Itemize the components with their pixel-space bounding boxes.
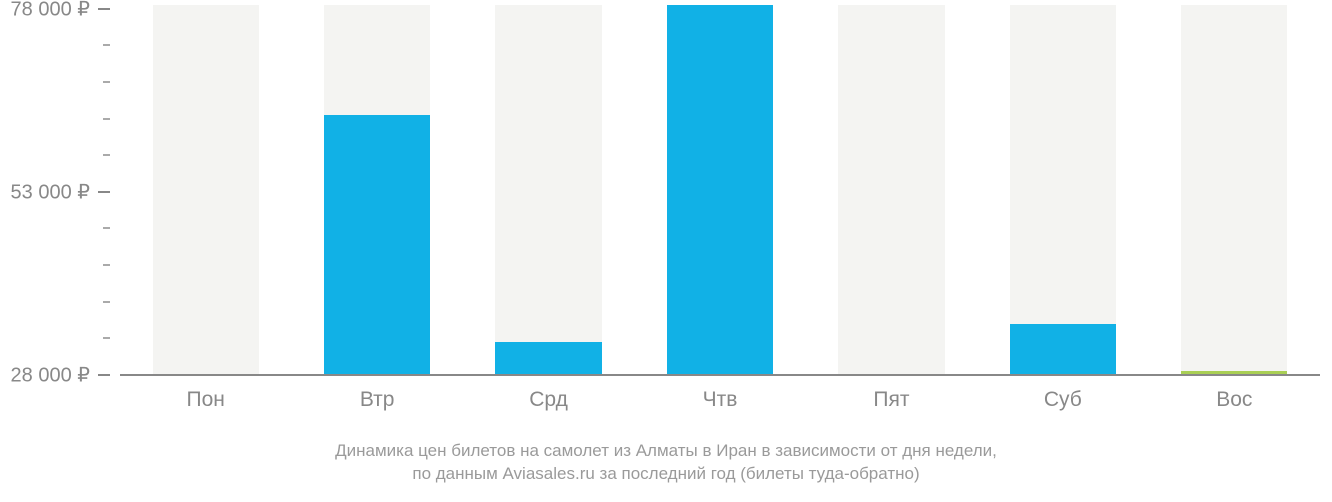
bar-slot (667, 5, 773, 375)
x-tick-label: Пон (187, 388, 225, 412)
bar-background (1010, 5, 1116, 375)
bar-background (1181, 5, 1287, 375)
x-tick-label: Срд (529, 388, 568, 412)
plot-area (120, 5, 1320, 375)
bar-background (153, 5, 259, 375)
y-minor-tick (103, 44, 110, 46)
bar-slot (495, 5, 601, 375)
y-tick-label: 78 000 ₽ (11, 0, 90, 21)
price-by-weekday-chart: 28 000 ₽53 000 ₽78 000 ₽ Динамика цен би… (0, 0, 1332, 502)
x-tick-label: Вос (1216, 388, 1252, 412)
bar-background (495, 5, 601, 375)
x-tick-label: Чтв (703, 388, 738, 412)
caption-line-1: Динамика цен билетов на самолет из Алмат… (0, 440, 1332, 463)
bar-slot (1181, 5, 1287, 375)
y-minor-tick (103, 264, 110, 266)
bar-fill (495, 342, 601, 375)
y-tick-mark (98, 8, 110, 10)
bar-fill (324, 115, 430, 375)
y-tick-label: 28 000 ₽ (11, 363, 90, 388)
bar-slot (1010, 5, 1116, 375)
y-minor-tick (103, 118, 110, 120)
y-axis: 28 000 ₽53 000 ₽78 000 ₽ (0, 5, 120, 375)
bar-slot (324, 5, 430, 375)
y-minor-tick (103, 301, 110, 303)
y-tick-mark (98, 191, 110, 193)
y-tick-label: 53 000 ₽ (11, 179, 90, 204)
x-tick-label: Суб (1044, 388, 1082, 412)
y-tick-mark (98, 374, 110, 376)
x-axis-baseline (120, 374, 1320, 376)
bar-slot (153, 5, 259, 375)
x-tick-label: Пят (873, 388, 909, 412)
chart-caption: Динамика цен билетов на самолет из Алмат… (0, 440, 1332, 486)
y-minor-tick (103, 81, 110, 83)
y-minor-tick (103, 154, 110, 156)
bar-fill (667, 5, 773, 375)
bar-slot (838, 5, 944, 375)
y-minor-tick (103, 227, 110, 229)
y-minor-tick (103, 337, 110, 339)
x-tick-label: Втр (360, 388, 395, 412)
caption-line-2: по данным Aviasales.ru за последний год … (0, 463, 1332, 486)
bar-fill (1010, 324, 1116, 375)
bar-background (838, 5, 944, 375)
